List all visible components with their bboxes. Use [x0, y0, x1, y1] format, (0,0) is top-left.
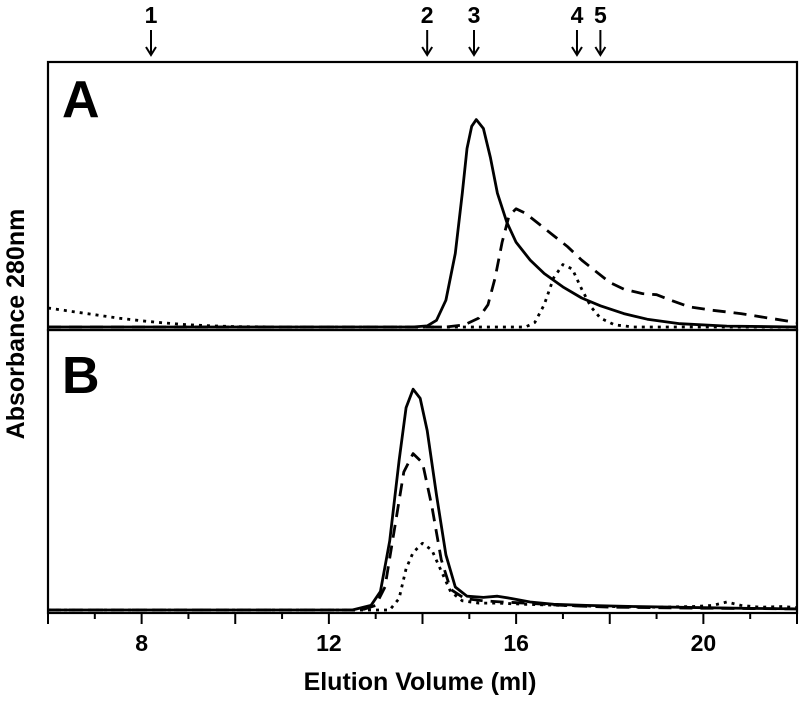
- marker-arrowhead: [145, 46, 157, 57]
- panel-b-series-solid: [48, 387, 798, 612]
- x-ticks: 8 12 16 20: [47, 613, 798, 656]
- panel-a-series-dashed: [48, 207, 798, 329]
- panel-b-series-dotted: [48, 541, 798, 612]
- series-layer: [47, 118, 798, 612]
- marker-arrowhead: [421, 46, 434, 57]
- panel-a-series-solid: [48, 118, 798, 329]
- x-tick-label: 20: [691, 630, 717, 656]
- marker-arrowhead: [468, 46, 480, 57]
- marker-label: 3: [468, 2, 481, 28]
- panel-b-frame: [46, 328, 799, 615]
- panel-b-series-dashed: [48, 452, 798, 612]
- marker-arrowhead: [571, 46, 583, 57]
- marker-label: 4: [571, 2, 584, 28]
- marker-label: 1: [145, 2, 158, 28]
- marker-label: 2: [421, 2, 434, 28]
- marker-arrowhead: [594, 46, 607, 57]
- panel-a-frame: [46, 60, 799, 332]
- plot-frame: [46, 60, 799, 615]
- x-axis-label: Elution Volume (ml): [304, 668, 537, 696]
- y-axis-label: Absorbance 280nm: [2, 209, 30, 440]
- x-tick-label: 8: [135, 630, 148, 656]
- panel-label-b: B: [62, 347, 100, 405]
- x-tick-label: 16: [503, 630, 529, 656]
- x-tick-label: 12: [316, 630, 342, 656]
- panel-label-a: A: [62, 71, 100, 129]
- panel-a-series-dotted: [47, 263, 797, 329]
- marker-label: 5: [594, 2, 607, 28]
